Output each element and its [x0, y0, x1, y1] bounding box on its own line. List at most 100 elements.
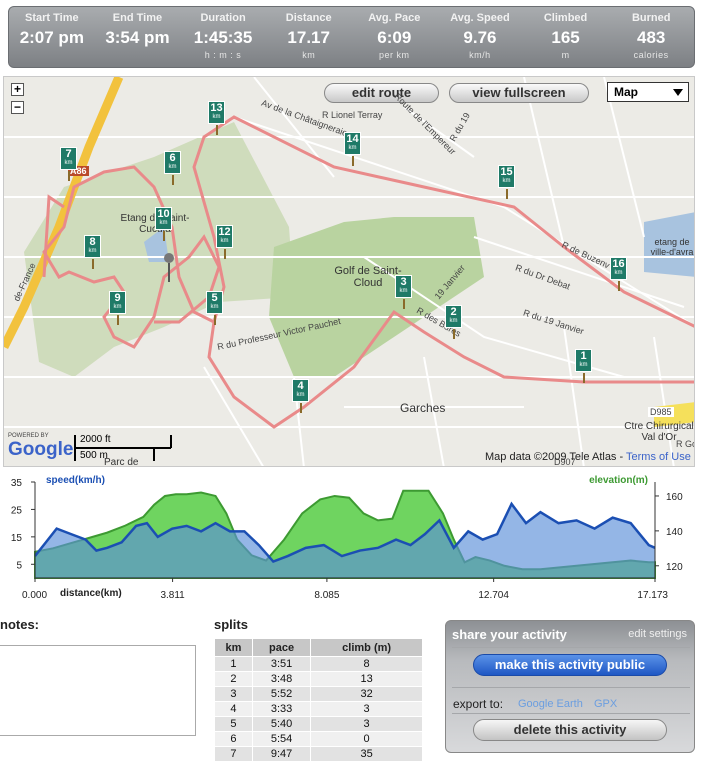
stat-value: 1:45:35 — [193, 28, 253, 47]
km-marker-unit: km — [113, 304, 122, 310]
table-row: 6 5:54 0 — [214, 731, 423, 747]
km-marker-4[interactable]: 4 km — [292, 379, 309, 413]
km-marker-unit: km — [210, 304, 219, 310]
splits-cell: 0 — [310, 731, 423, 747]
road-badge: D985 — [648, 407, 674, 417]
stat-value: 17.17 — [287, 28, 330, 47]
km-marker-12[interactable]: 12 km — [216, 225, 233, 259]
stat-avg-pace: Avg. Pace 6:09 per km — [352, 7, 438, 67]
place-parc-label: Parc de — [104, 457, 139, 467]
splits-header: km — [214, 638, 253, 657]
km-marker-7[interactable]: 7 km — [60, 147, 77, 181]
splits-table: km pace climb (m) 1 3:51 8 2 3:48 13 3 5:52 32 4 3:33… — [214, 638, 423, 762]
highway-badge: A86 — [68, 166, 89, 176]
km-marker-number: 2 — [450, 306, 457, 318]
etang-water — [144, 227, 169, 262]
km-marker-number: 10 — [157, 208, 170, 220]
street-label: D907 — [554, 457, 576, 467]
splits-cell: 1 — [214, 656, 253, 672]
km-marker-unit: km — [449, 318, 458, 324]
stat-label: Duration — [200, 12, 246, 24]
right-tick-label: 140 — [666, 527, 683, 538]
right-tick-label: 160 — [666, 492, 683, 503]
km-marker-unit: km — [614, 270, 623, 276]
left-axis-label: speed(km/h) — [46, 475, 105, 486]
map-type-select[interactable]: Map — [607, 82, 689, 102]
powered-by-label: POWERED BY — [8, 433, 49, 439]
stat-climbed: Climbed 165 m — [523, 7, 609, 67]
splits-cell: 7 — [214, 746, 253, 762]
splits-title: splits — [214, 617, 248, 632]
edit-settings-link[interactable]: edit settings — [628, 628, 687, 640]
place-golf-label: Golf de Saint-Cloud — [334, 265, 402, 289]
delete-activity-button[interactable]: delete this activity — [473, 719, 667, 741]
speed-elevation-chart: 35 25 15 5 160 140 120 0.000 3.811 8.085 12.704 17.… — [0, 470, 704, 606]
stat-unit: km — [302, 50, 316, 60]
notes-title: notes: — [0, 617, 39, 632]
stat-end-time: End Time 3:54 pm — [95, 7, 181, 67]
km-marker-1[interactable]: 1 km — [575, 349, 592, 383]
zoom-out-button[interactable]: − — [11, 101, 24, 114]
map-canvas[interactable] — [4, 77, 695, 467]
km-marker-5[interactable]: 5 km — [206, 291, 223, 325]
export-google-earth-link[interactable]: Google Earth — [518, 698, 583, 710]
km-marker-15[interactable]: 15 km — [498, 165, 515, 199]
x-tick-label: 17.173 — [637, 590, 668, 601]
stat-label: Avg. Pace — [368, 12, 421, 24]
zoom-in-button[interactable]: + — [11, 83, 24, 96]
x-tick-label: 8.085 — [314, 590, 339, 601]
km-marker-3[interactable]: 3 km — [395, 275, 412, 309]
left-tick-label: 15 — [11, 533, 23, 544]
speed-line — [34, 501, 656, 564]
km-marker-number: 8 — [89, 236, 96, 248]
edit-route-button[interactable]: edit route — [324, 83, 439, 103]
view-fullscreen-button[interactable]: view fullscreen — [449, 83, 589, 103]
terms-of-use-link[interactable]: Terms of Use — [626, 451, 691, 463]
splits-cell: 6 — [214, 731, 253, 747]
km-marker-number: 3 — [400, 276, 407, 288]
table-row: 3 5:52 32 — [214, 686, 423, 702]
make-public-button[interactable]: make this activity public — [473, 654, 667, 676]
km-marker-2[interactable]: 2 km — [445, 305, 462, 339]
export-gpx-link[interactable]: GPX — [594, 698, 618, 710]
start-pin-icon — [164, 253, 174, 263]
splits-cell: 32 — [310, 686, 423, 702]
left-tick-label: 5 — [16, 560, 22, 571]
street-label: R Lionel Terray — [322, 110, 383, 120]
table-row: 7 9:47 35 — [214, 746, 423, 762]
stat-label: Burned — [631, 12, 671, 24]
splits-cell: 3:33 — [251, 701, 312, 717]
map-attribution: Map data ©2009 Tele Atlas - Terms of Use — [485, 451, 691, 463]
x-tick-label: 12.704 — [478, 590, 509, 601]
x-tick-label: 3.811 — [160, 590, 185, 601]
km-marker-number: 13 — [210, 102, 223, 114]
google-logo[interactable]: Google — [8, 439, 73, 461]
stat-value: 2:07 pm — [19, 28, 84, 47]
street-label: R Gc — [676, 439, 695, 449]
stat-unit: m — [561, 50, 570, 60]
km-marker-number: 1 — [580, 350, 587, 362]
km-marker-8[interactable]: 8 km — [84, 235, 101, 269]
table-row: 2 3:48 13 — [214, 671, 423, 687]
chevron-down-icon — [673, 89, 683, 96]
km-marker-unit: km — [159, 220, 168, 226]
km-marker-14[interactable]: 14 km — [344, 132, 361, 166]
route-map[interactable]: + − edit route view fullscreen Map Av de… — [3, 76, 695, 467]
stat-label: End Time — [112, 12, 163, 24]
km-marker-6[interactable]: 6 km — [164, 151, 181, 185]
km-marker-unit: km — [502, 178, 511, 184]
stat-unit: calories — [633, 50, 669, 60]
activity-stats-bar: Start Time 2:07 pm End Time 3:54 pm Duration… — [8, 6, 695, 68]
scale-ft: 2000 ft — [80, 434, 111, 445]
km-marker-13[interactable]: 13 km — [208, 101, 225, 135]
stat-duration: Duration 1:45:35 h : m : s — [180, 7, 266, 67]
share-title: share your activity — [452, 627, 567, 642]
km-marker-16[interactable]: 16 km — [610, 257, 627, 291]
splits-header: pace — [251, 638, 312, 657]
km-marker-9[interactable]: 9 km — [109, 291, 126, 325]
splits-cell: 4 — [214, 701, 253, 717]
stat-label: Climbed — [543, 12, 588, 24]
km-marker-10[interactable]: 10 km — [155, 207, 172, 241]
notes-textarea[interactable] — [0, 645, 196, 736]
splits-cell: 3 — [310, 701, 423, 717]
